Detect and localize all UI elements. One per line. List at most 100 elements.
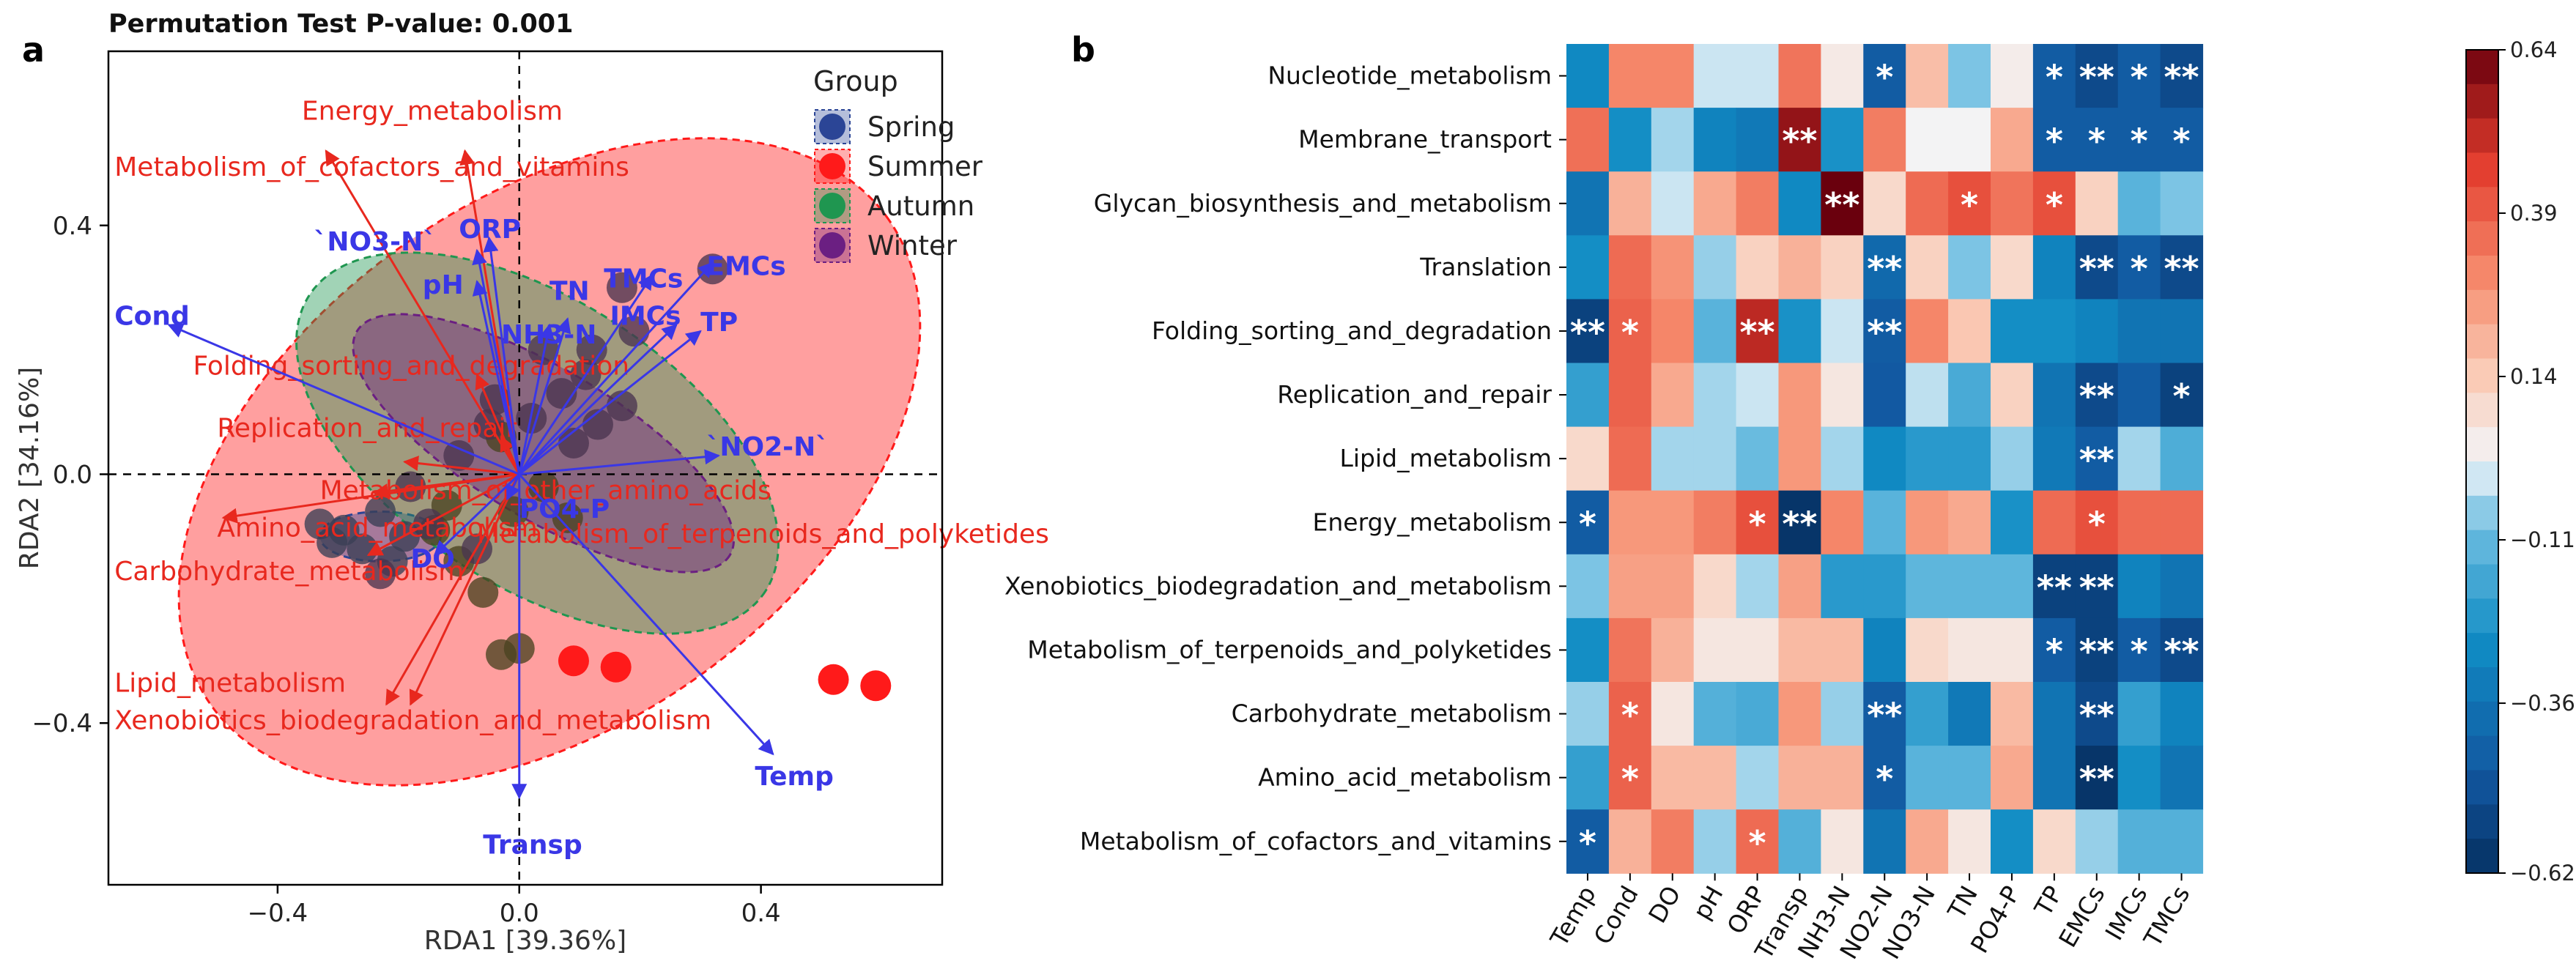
y-axis-label: RDA2 [34.16%]: [15, 367, 45, 569]
cell-xenobiotics-biodegradation-and-metabolism-imcs: [2117, 554, 2161, 619]
cell-nucleotide-metabolism-imcs: [2117, 44, 2161, 108]
significance-star: **: [1867, 696, 1902, 735]
x-tick-label: 0.4: [741, 899, 781, 928]
cell-xenobiotics-biodegradation-and-metabolism-do: [1651, 554, 1695, 619]
cell-lipid-metabolism-cond: [1608, 426, 1652, 491]
significance-star: **: [1782, 122, 1817, 161]
cell-folding-sorting-and-degradation-tmcs: [2160, 299, 2204, 364]
significance-star: **: [2079, 376, 2114, 416]
group-ellipses: [177, 137, 922, 787]
cell-membrane-transport-orp: [1736, 108, 1780, 172]
vector-label-amino-acid-metabolism: Amino_acid_metabolism: [217, 513, 537, 543]
panel-b-label: b: [1071, 30, 1095, 70]
cell-xenobiotics-biodegradation-and-metabolism-tn: [1948, 554, 1991, 619]
significance-star: *: [2046, 58, 2063, 97]
significance-star: **: [2164, 249, 2199, 289]
column-label-tp: TP: [2028, 881, 2068, 921]
cell-metabolism-of-cofactors-and-vitamins-temp: [1566, 809, 1610, 874]
cell-folding-sorting-and-degradation-imcs: [2117, 299, 2161, 364]
cell-amino-acid-metabolism-no3-n: [1906, 746, 1949, 810]
column-label-do: DO: [1643, 881, 1686, 928]
colorbar-segment: [2466, 427, 2498, 462]
point-summer: [860, 670, 892, 702]
cell-carbohydrate-metabolism-transp: [1778, 682, 1821, 746]
cell-energy-metabolism-po4-p: [1991, 490, 2034, 555]
column-label-ph: pH: [1687, 881, 1729, 924]
cell-membrane-transport-cond: [1608, 108, 1652, 172]
colorbar-segment: [2466, 839, 2498, 874]
cell-metabolism-of-terpenoids-and-polyketides-po4-p: [1991, 617, 2034, 683]
vector-temp: [518, 473, 774, 756]
vector-label-lipid-metabolism: Lipid_metabolism: [114, 669, 346, 699]
cell-glycan-biosynthesis-and-metabolism-no2-n: [1863, 171, 1906, 236]
vectors: Energy_metabolism Metabolism_of_cofactors…: [114, 96, 1049, 860]
cell-nucleotide-metabolism-tmcs: [2160, 44, 2204, 108]
cell-amino-acid-metabolism-tn: [1948, 746, 1991, 810]
cell-glycan-biosynthesis-and-metabolism-po4-p: [1991, 171, 2034, 236]
cell-carbohydrate-metabolism-ph: [1693, 682, 1737, 746]
cell-xenobiotics-biodegradation-and-metabolism-transp: [1778, 554, 1821, 619]
cell-energy-metabolism-emcs: [2075, 490, 2119, 555]
vector-label-no3-n: `NO3-N`: [314, 227, 436, 257]
axis-ticks: −0.4 0.0 0.4 −0.4 0.0 0.4: [32, 212, 780, 928]
point-autumn: [552, 502, 583, 533]
colorbar-segment: [2466, 152, 2498, 188]
cell-amino-acid-metabolism-do: [1651, 746, 1695, 810]
colorbar-segment: [2466, 358, 2498, 394]
cell-membrane-transport-nh3-n: [1821, 108, 1864, 172]
cell-nucleotide-metabolism-no3-n: [1906, 44, 1949, 108]
legend-marker-spring: [819, 114, 845, 140]
cell-carbohydrate-metabolism-emcs: [2075, 682, 2119, 746]
cell-metabolism-of-cofactors-and-vitamins-ph: [1693, 809, 1737, 874]
vector-label-energy-metabolism: Energy_metabolism: [302, 96, 563, 126]
cell-nucleotide-metabolism-cond: [1608, 44, 1652, 108]
vector-no2-n: [519, 449, 720, 475]
significance-star: **: [2079, 568, 2114, 607]
cell-nucleotide-metabolism-ph: [1693, 44, 1737, 108]
colorbar-segment: [2466, 667, 2498, 702]
cell-metabolism-of-cofactors-and-vitamins-po4-p: [1991, 809, 2034, 874]
cell-lipid-metabolism-nh3-n: [1821, 426, 1864, 491]
significance-star: *: [1621, 313, 1639, 352]
x-tick-label: 0.0: [500, 899, 539, 928]
colorbar-tick-label: 0.14: [2510, 364, 2558, 389]
cell-carbohydrate-metabolism-nh3-n: [1821, 682, 1864, 746]
vector-tp: [518, 330, 702, 475]
cell-amino-acid-metabolism-imcs: [2117, 746, 2161, 810]
cell-translation-nh3-n: [1821, 235, 1864, 300]
significance-star: *: [2046, 631, 2063, 671]
colorbar-segment: [2466, 324, 2498, 360]
panel-a: a Permutation Test P-value: 0.001 Energy…: [15, 10, 1049, 956]
cell-amino-acid-metabolism-emcs: [2075, 746, 2119, 810]
cell-metabolism-of-cofactors-and-vitamins-no3-n: [1906, 809, 1949, 874]
row-label-lipid-metabolism: Lipid_metabolism: [1339, 444, 1552, 472]
cell-metabolism-of-cofactors-and-vitamins-orp: [1736, 809, 1780, 874]
column-label-cond: Cond: [1588, 881, 1643, 949]
cell-nucleotide-metabolism-tp: [2032, 44, 2076, 108]
cell-nucleotide-metabolism-po4-p: [1991, 44, 2034, 108]
vector-tn: [518, 317, 571, 475]
vector-nh3-n: [518, 323, 555, 475]
cell-metabolism-of-cofactors-and-vitamins-emcs: [2075, 809, 2119, 874]
cell-xenobiotics-biodegradation-and-metabolism-temp: [1566, 554, 1610, 619]
cell-xenobiotics-biodegradation-and-metabolism-tp: [2032, 554, 2076, 619]
significance-star: *: [1876, 760, 1893, 799]
cell-glycan-biosynthesis-and-metabolism-transp: [1778, 171, 1821, 236]
significance-star: **: [2079, 696, 2114, 735]
cell-carbohydrate-metabolism-tn: [1948, 682, 1991, 746]
cell-metabolism-of-cofactors-and-vitamins-imcs: [2117, 809, 2161, 874]
point-winter: [558, 428, 589, 459]
colorbar-segment: [2466, 598, 2498, 634]
vector-cond: [167, 323, 520, 475]
cell-xenobiotics-biodegradation-and-metabolism-ph: [1693, 554, 1737, 619]
cell-glycan-biosynthesis-and-metabolism-nh3-n: [1821, 171, 1864, 236]
point-autumn: [528, 471, 559, 502]
cell-nucleotide-metabolism-no2-n: [1863, 44, 1906, 108]
cell-glycan-biosynthesis-and-metabolism-ph: [1693, 171, 1737, 236]
cell-nucleotide-metabolism-orp: [1736, 44, 1780, 108]
vector-label-no2-n: `NO2-N`: [706, 432, 829, 462]
colorbar-segment: [2466, 256, 2498, 291]
cell-xenobiotics-biodegradation-and-metabolism-no3-n: [1906, 554, 1949, 619]
cell-replication-and-repair-no3-n: [1906, 363, 1949, 428]
significance-star: *: [2131, 631, 2148, 671]
